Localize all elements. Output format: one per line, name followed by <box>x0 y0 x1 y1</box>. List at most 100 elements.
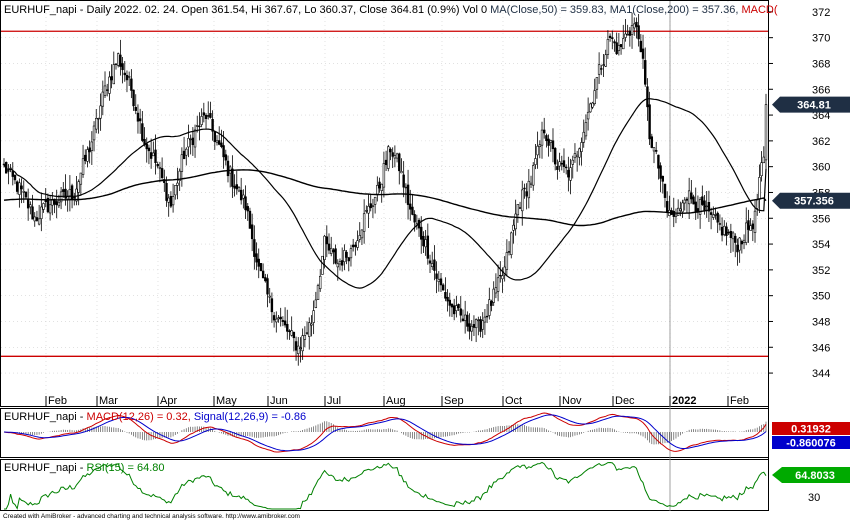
macd-histogram <box>5 421 767 445</box>
bar-157 <box>347 256 350 272</box>
month-label-9: Nov <box>562 395 582 407</box>
bar-46 <box>103 71 107 99</box>
bar-299 <box>659 162 662 193</box>
bar-281 <box>619 44 623 55</box>
bar-165 <box>365 205 368 214</box>
bar-336 <box>740 239 744 254</box>
bar-221 <box>488 287 491 320</box>
bar-117 <box>259 263 263 272</box>
bar-203 <box>448 292 451 317</box>
bar-158 <box>349 244 353 267</box>
bar-49 <box>110 64 113 89</box>
ma200-line <box>3 169 767 227</box>
bar-134 <box>297 337 300 366</box>
bar-92 <box>204 113 208 130</box>
bar-241 <box>532 162 535 191</box>
bar-328 <box>723 220 726 237</box>
bar-67 <box>149 138 153 169</box>
bar-169 <box>373 196 377 214</box>
svg-text:357.356: 357.356 <box>794 196 834 208</box>
month-label-1: Mar <box>99 395 118 407</box>
bar-301 <box>663 183 667 208</box>
bar-111 <box>246 203 249 221</box>
bar-151 <box>334 244 337 265</box>
bar-107 <box>237 186 241 193</box>
bar-288 <box>635 17 638 39</box>
bar-40 <box>90 131 94 165</box>
bar-346 <box>762 146 766 164</box>
bar-313 <box>690 180 693 204</box>
bar-21 <box>48 194 52 221</box>
bar-129 <box>286 309 289 340</box>
bar-216 <box>477 316 480 336</box>
bar-275 <box>606 30 610 59</box>
bar-270 <box>595 77 599 99</box>
ma50-line <box>3 98 767 289</box>
bar-251 <box>553 147 557 171</box>
ytick-label-350: 350 <box>812 291 830 303</box>
rsi-badge: 64.8033 <box>772 467 850 483</box>
bar-237 <box>523 183 526 199</box>
bar-325 <box>716 211 719 233</box>
bar-50 <box>112 51 115 85</box>
bar-335 <box>738 237 741 263</box>
bar-263 <box>580 137 583 166</box>
bar-330 <box>727 229 730 236</box>
bar-320 <box>705 190 708 218</box>
bar-142 <box>314 291 318 309</box>
bar-196 <box>433 245 436 281</box>
bar-122 <box>270 292 274 323</box>
bar-249 <box>549 139 552 152</box>
bar-150 <box>332 248 335 265</box>
bar-76 <box>169 191 173 209</box>
bar-108 <box>239 177 243 205</box>
bar-192 <box>424 229 427 256</box>
bar-124 <box>275 311 278 333</box>
bar-5 <box>13 174 17 185</box>
bar-90 <box>200 108 203 128</box>
bar-277 <box>611 30 614 50</box>
bar-326 <box>718 214 722 231</box>
svg-text:64.8033: 64.8033 <box>795 470 835 482</box>
bar-197 <box>435 261 438 294</box>
bar-42 <box>95 109 98 134</box>
bar-112 <box>248 207 252 229</box>
bar-45 <box>101 80 105 116</box>
bar-91 <box>202 102 206 123</box>
bar-292 <box>644 47 647 87</box>
bar-222 <box>490 299 493 312</box>
bar-75 <box>167 194 170 217</box>
bar-257 <box>567 156 570 192</box>
bar-99 <box>220 129 223 149</box>
bar-94 <box>209 101 212 119</box>
bar-89 <box>198 112 201 141</box>
bar-264 <box>582 119 585 148</box>
ytick-label-366: 366 <box>812 84 830 96</box>
horizontal-levels <box>1 30 768 357</box>
bar-296 <box>652 147 656 164</box>
bar-160 <box>354 241 357 256</box>
bar-161 <box>356 230 359 251</box>
bar-173 <box>382 151 386 198</box>
bar-223 <box>492 281 495 306</box>
bar-245 <box>540 121 544 159</box>
bar-55 <box>123 60 126 82</box>
bar-175 <box>387 144 390 172</box>
bar-58 <box>130 69 133 99</box>
month-labels: Feb Mar Apr May Jun Jul Aug Sep Oct Nov Dec 2022 Feb <box>45 395 749 407</box>
bar-234 <box>516 204 520 223</box>
bar-119 <box>264 273 267 283</box>
bar-77 <box>171 183 175 213</box>
month-label-11: 2022 <box>672 395 696 407</box>
bar-269 <box>593 78 596 106</box>
bar-39 <box>88 140 91 164</box>
bar-34 <box>77 179 80 206</box>
bar-7 <box>18 178 21 208</box>
bar-198 <box>437 271 441 292</box>
bar-149 <box>329 236 333 257</box>
month-label-0: Feb <box>48 395 67 407</box>
bar-78 <box>174 185 177 200</box>
bar-332 <box>731 231 735 252</box>
bar-267 <box>589 102 592 113</box>
bar-115 <box>255 242 258 271</box>
